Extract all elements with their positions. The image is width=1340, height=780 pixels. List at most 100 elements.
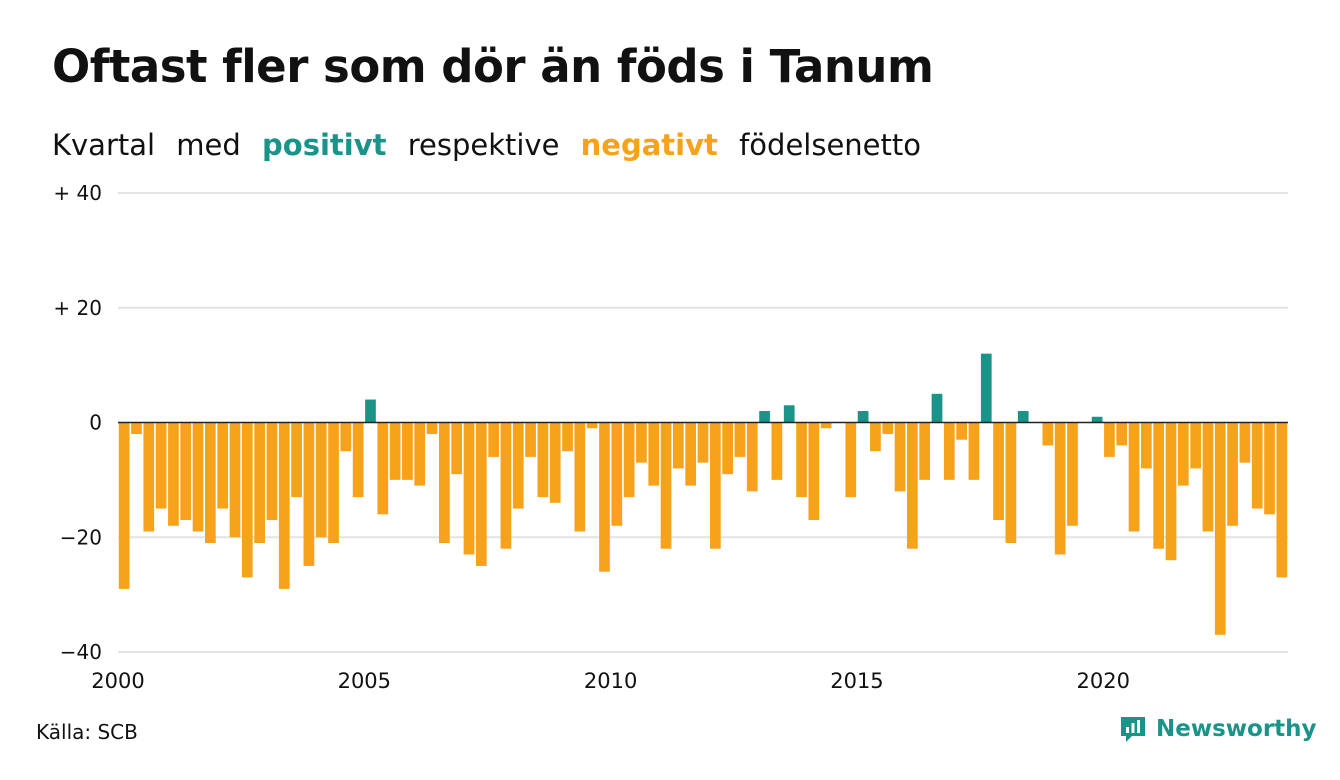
bar-negative: [143, 422, 155, 532]
bar-negative: [414, 422, 426, 486]
bar-positive: [931, 393, 943, 423]
bar-negative: [205, 422, 216, 543]
bar-negative: [352, 422, 364, 498]
bar-negative: [709, 422, 721, 549]
bar-negative: [241, 422, 253, 578]
bar-negative: [131, 422, 142, 434]
bar-negative: [599, 422, 610, 572]
bar-negative: [648, 422, 660, 486]
bar-negative: [1177, 422, 1189, 486]
subtitle-word-kvartal: Kvartal: [52, 128, 156, 162]
bar-negative: [1005, 422, 1017, 543]
brand-name: Newsworthy: [1156, 716, 1317, 742]
y-tick-label: + 20: [53, 296, 102, 320]
chart-subtitle: Kvartal med positivt respektive negativt…: [52, 128, 933, 162]
bar-negative: [340, 422, 352, 452]
bar-negative: [525, 422, 536, 457]
bar-negative: [562, 422, 573, 452]
bar-negative: [426, 422, 438, 434]
bar-negative: [1054, 422, 1066, 555]
bar-negative: [574, 422, 586, 532]
bar-negative: [1239, 422, 1251, 463]
bar-positive: [1091, 416, 1103, 423]
bar-negative: [475, 422, 487, 566]
bar-negative: [771, 422, 783, 480]
x-tick-label: 2000: [91, 669, 144, 693]
bar-negative: [845, 422, 857, 498]
bar-negative: [537, 422, 549, 498]
bar-negative: [1190, 422, 1201, 469]
x-tick-label: 2005: [338, 669, 391, 693]
y-tick-label: −40: [60, 640, 102, 664]
chart-title: Oftast fler som dör än föds i Tanum: [52, 40, 934, 93]
bar-negative: [894, 422, 906, 492]
bar-negative: [118, 422, 130, 589]
bar-negative: [907, 422, 918, 549]
bar-negative: [303, 422, 315, 566]
subtitle-word-med: med: [176, 128, 241, 162]
bar-negative: [463, 422, 475, 555]
bar-negative: [192, 422, 204, 532]
y-tick-label: 0: [89, 411, 102, 435]
bar-negative: [1104, 422, 1115, 457]
y-tick-label: + 40: [53, 181, 102, 205]
bar-positive: [1017, 411, 1029, 423]
subtitle-negative-label: negativt: [580, 128, 718, 162]
bar-negative: [328, 422, 339, 543]
x-tick-label: 2010: [584, 669, 637, 693]
bar-negative: [1116, 422, 1128, 446]
bar-negative: [796, 422, 807, 498]
bar-negative: [968, 422, 980, 480]
bar-negative: [734, 422, 746, 457]
x-tick-label: 2020: [1077, 669, 1130, 693]
bar-negative: [623, 422, 635, 498]
bar-negative: [451, 422, 463, 475]
bar-negative: [1251, 422, 1263, 509]
bar-negative: [377, 422, 389, 515]
bar-positive: [783, 405, 795, 423]
bar-positive: [365, 399, 376, 423]
bar-negative: [155, 422, 167, 509]
source-note: Källa: SCB: [36, 720, 138, 744]
bar-negative: [870, 422, 881, 452]
newsworthy-chart-icon: [1121, 717, 1145, 742]
bar-negative: [217, 422, 229, 509]
bar-negative: [266, 422, 278, 521]
bar-negative: [512, 422, 524, 509]
bar-negative: [291, 422, 302, 498]
bar-negative: [488, 422, 499, 457]
bar-negative: [315, 422, 327, 538]
x-tick-label: 2015: [830, 669, 883, 693]
bar-negative: [586, 422, 598, 429]
bar-negative: [1202, 422, 1214, 532]
bar-negative: [636, 422, 647, 463]
bar-negative: [1276, 422, 1288, 578]
bar-negative: [549, 422, 561, 503]
bar-negative: [254, 422, 265, 543]
bar-negative: [439, 422, 450, 543]
bar-negative: [229, 422, 241, 538]
bar-negative: [168, 422, 179, 526]
bar-negative: [943, 422, 955, 480]
bar-positive: [759, 411, 770, 423]
bar-negative: [1264, 422, 1275, 515]
bar-negative: [956, 422, 967, 440]
bar-negative: [746, 422, 758, 492]
bar-negative: [1067, 422, 1078, 526]
newsworthy-logo: Newsworthy: [1118, 714, 1317, 744]
bar-negative: [722, 422, 733, 475]
bar-negative: [180, 422, 192, 521]
bar-negative: [1227, 422, 1238, 526]
bar-negative: [808, 422, 820, 521]
subtitle-word-respektive: respektive: [407, 128, 560, 162]
bar-negative: [1214, 422, 1226, 635]
bar-negative: [685, 422, 697, 486]
bar-negative: [402, 422, 413, 480]
bar-negative: [278, 422, 290, 589]
subtitle-word-fodelsenetto: födelsenetto: [739, 128, 921, 162]
bar-negative: [1128, 422, 1140, 532]
bar-negative: [919, 422, 931, 480]
bar-positive: [857, 411, 869, 423]
bar-negative: [611, 422, 623, 526]
